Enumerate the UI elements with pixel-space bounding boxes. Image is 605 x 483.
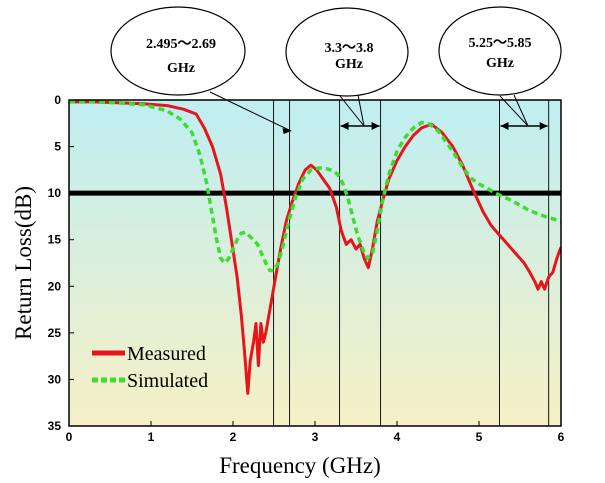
x-tick-label: 6 [558,430,565,444]
callout-2-label-line1: 3.3～3.8 [325,41,374,56]
tick-layer: 0 1 2 3 4 5 6 0 5 10 15 20 25 30 35 [48,93,565,444]
y-tick-label: 5 [54,140,61,154]
x-tick-label: 2 [230,430,237,444]
x-tick-label: 4 [394,430,401,444]
callout-1-label-line2: GHz [167,61,195,76]
callout-2-pointer [339,95,365,127]
series-simulated-line [69,100,561,273]
x-axis-title: Frequency (GHz) [219,453,381,478]
callout-3-pointer [513,94,529,127]
callout-1-arrowhead [282,128,292,134]
arrowhead-left [500,122,509,130]
x-tick-label: 1 [148,430,155,444]
x-tick-label: 5 [476,430,483,444]
y-axis-title: Return Loss(dB) [11,186,36,340]
callout-3-bubble [438,6,562,96]
callout-2-bubble [285,7,409,97]
y-tick-label: 25 [48,326,62,340]
x-tick-label: 3 [312,430,319,444]
series-measured-line [69,100,561,395]
y-tick-label: 35 [48,419,62,433]
y-tick-label: 0 [54,93,61,107]
callout-2-pointer [357,94,365,127]
y-tick-label: 15 [48,233,62,247]
arrowhead-right [371,122,380,130]
arrowhead-right [539,122,548,130]
callout-3-label-line1: 5.25～5.85 [469,36,532,51]
legend-simulated-label: Simulated [127,370,208,392]
callout-1-label-line1: 2.495～2.69 [146,37,216,52]
legend: Measured Simulated [92,343,208,392]
y-tick-label: 30 [48,372,62,386]
band-lines [273,100,550,426]
callout-3-pointer [499,95,529,127]
callout-2-label-line2: GHz [335,57,363,72]
legend-measured-label: Measured [127,343,206,365]
x-tick-label: 0 [66,430,73,444]
callout-1-pointer [209,91,292,132]
series-layer [69,100,561,395]
y-tick-label: 10 [48,186,62,200]
plot-background [69,100,561,426]
callout-3-label-line2: GHz [486,56,514,71]
y-tick-label: 20 [48,279,62,293]
callout-1-bubble [110,6,246,96]
arrowhead-left [340,122,349,130]
